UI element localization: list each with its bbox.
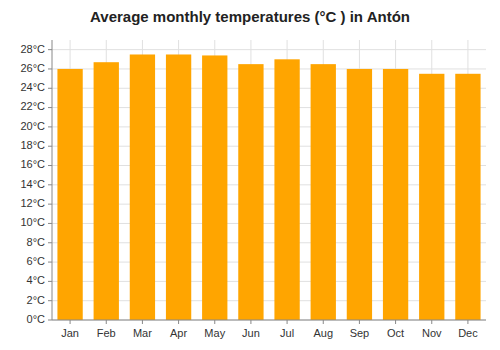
x-tick	[467, 320, 468, 324]
x-tick-label: Aug	[313, 327, 333, 339]
y-tick	[48, 262, 52, 263]
x-tick	[214, 320, 215, 324]
y-tick-label: 8°C	[27, 236, 46, 248]
y-tick-label: 16°C	[20, 158, 45, 170]
chart: 0°C 2°C 4°C 6°C 8°C 10°C 12°C 14°C 16°C 18°C 20°C 2…	[0, 0, 500, 350]
y-tick	[48, 204, 52, 205]
x-tick	[395, 320, 396, 324]
bar	[130, 54, 155, 320]
y-tick-label: 14°C	[20, 178, 45, 190]
y-tick-label: 2°C	[27, 294, 46, 306]
y-tick	[48, 281, 52, 282]
y-tick-label: 4°C	[27, 274, 46, 286]
x-tick	[323, 320, 324, 324]
x-tick-label: May	[204, 327, 225, 339]
x-tick	[106, 320, 107, 324]
y-tick-label: 24°C	[20, 81, 45, 93]
x-tick	[178, 320, 179, 324]
y-tick	[48, 146, 52, 147]
x-tick	[359, 320, 360, 324]
y-grid-line	[52, 49, 486, 50]
y-tick	[48, 88, 52, 89]
y-tick	[48, 320, 52, 321]
y-tick	[48, 49, 52, 50]
x-tick-label: Jun	[242, 327, 260, 339]
x-axis-line	[52, 320, 486, 321]
y-tick-label: 22°C	[20, 100, 45, 112]
bar	[383, 69, 408, 320]
x-tick-label: Nov	[422, 327, 442, 339]
x-tick	[250, 320, 251, 324]
x-tick-label: Mar	[133, 327, 152, 339]
y-tick	[48, 242, 52, 243]
x-tick	[70, 320, 71, 324]
y-tick	[48, 126, 52, 127]
x-tick-label: Dec	[458, 327, 478, 339]
x-tick-label: Jan	[61, 327, 79, 339]
y-axis-line	[52, 40, 53, 320]
x-tick	[431, 320, 432, 324]
bar	[419, 74, 444, 320]
bar	[166, 54, 191, 320]
page: {"chart_data": {"type": "bar", "title": …	[0, 0, 500, 350]
axes: 0°C 2°C 4°C 6°C 8°C 10°C 12°C 14°C 16°C 18°C 20°C 2…	[20, 40, 486, 339]
y-tick-label: 10°C	[20, 216, 45, 228]
x-tick-label: Sep	[350, 327, 370, 339]
bar	[311, 64, 336, 320]
y-tick-label: 26°C	[20, 62, 45, 74]
y-tick	[48, 300, 52, 301]
title: Average monthly temperatures (°C ) in An…	[90, 8, 410, 25]
y-tick	[48, 165, 52, 166]
y-tick-label: 6°C	[27, 255, 46, 267]
y-tick-label: 28°C	[20, 43, 45, 55]
chart-container: 0°C 2°C 4°C 6°C 8°C 10°C 12°C 14°C 16°C 18°C 20°C 2…	[0, 0, 500, 350]
bar	[238, 64, 263, 320]
bar	[202, 55, 227, 320]
bars	[57, 54, 480, 320]
x-tick	[287, 320, 288, 324]
y-tick-label: 20°C	[20, 120, 45, 132]
x-tick-label: Oct	[387, 327, 404, 339]
x-tick-label: Feb	[97, 327, 116, 339]
bar	[274, 59, 299, 320]
y-tick	[48, 107, 52, 108]
y-tick-label: 0°C	[27, 313, 46, 325]
x-tick-label: Apr	[170, 327, 187, 339]
y-grid-line	[52, 320, 486, 321]
y-tick	[48, 68, 52, 69]
y-tick-label: 18°C	[20, 139, 45, 151]
x-tick-label: Jul	[280, 327, 294, 339]
y-tick	[48, 184, 52, 185]
bar	[57, 69, 82, 320]
y-tick	[48, 223, 52, 224]
y-tick-label: 12°C	[20, 197, 45, 209]
bar	[347, 69, 372, 320]
grid	[52, 40, 486, 320]
x-tick	[142, 320, 143, 324]
bar	[94, 62, 119, 320]
bar	[455, 74, 480, 320]
